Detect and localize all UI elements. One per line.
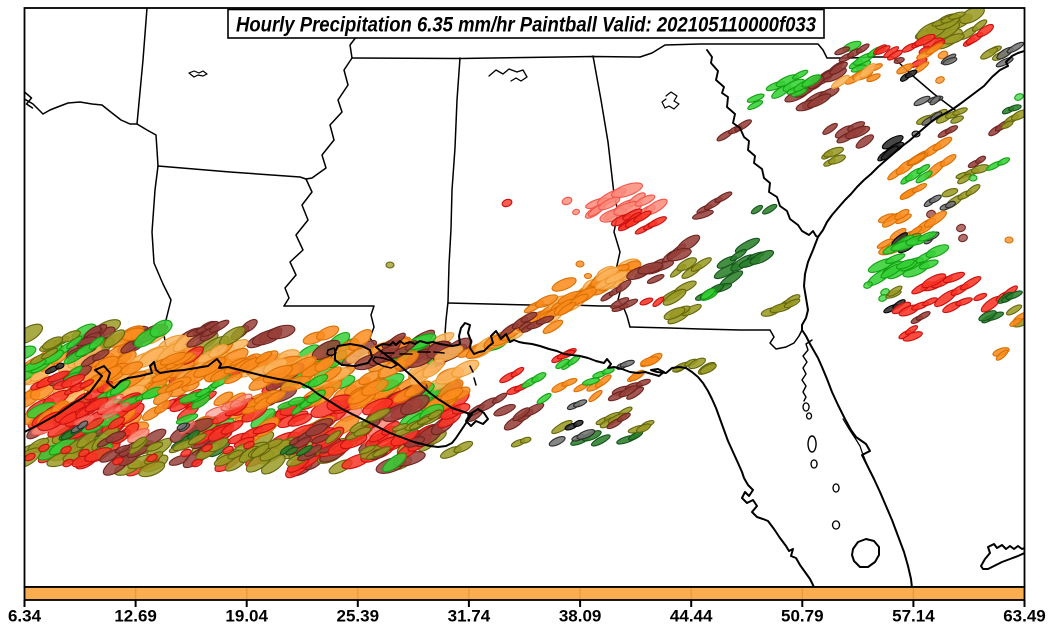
svg-text:31.74: 31.74 [448,607,491,626]
svg-text:38.09: 38.09 [559,607,602,626]
svg-text:19.04: 19.04 [225,607,268,626]
svg-text:Hourly Precipitation 6.35 mm/h: Hourly Precipitation 6.35 mm/hr Paintbal… [236,14,816,37]
svg-text:63.49: 63.49 [1003,607,1046,626]
svg-text:6.34: 6.34 [8,607,42,626]
svg-text:44.44: 44.44 [670,607,713,626]
svg-text:50.79: 50.79 [781,607,824,626]
svg-text:57.14: 57.14 [892,607,935,626]
svg-text:25.39: 25.39 [337,607,380,626]
svg-text:12.69: 12.69 [114,607,157,626]
